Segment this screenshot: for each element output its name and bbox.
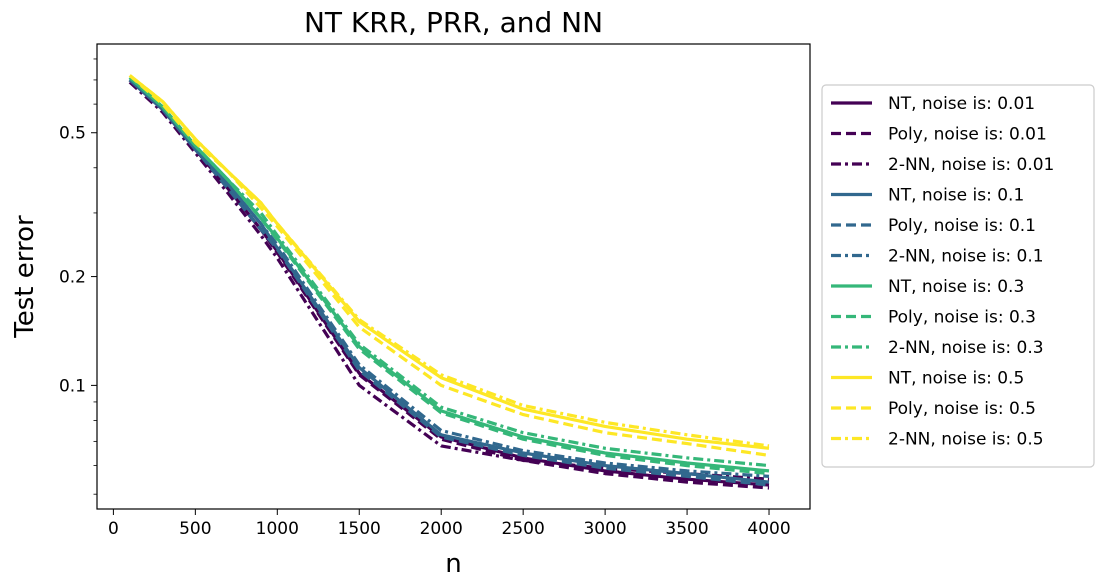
legend-label: 2-NN, noise is: 0.5	[888, 430, 1044, 450]
legend-item: NT, noise is: 0.1	[831, 186, 1024, 206]
legend-label: Poly, noise is: 0.1	[888, 216, 1036, 236]
legend-label: 2-NN, noise is: 0.1	[888, 247, 1044, 267]
series-line-7	[128, 76, 770, 473]
series-line-5	[128, 78, 770, 487]
series-line-1	[128, 78, 770, 487]
legend-item: Poly, noise is: 0.01	[831, 125, 1047, 145]
x-tick-label: 0	[108, 519, 119, 539]
series-line-8	[128, 76, 770, 476]
x-tick-label: 2000	[420, 519, 463, 539]
x-tick-label: 2500	[502, 519, 545, 539]
legend-item: Poly, noise is: 0.3	[831, 308, 1036, 328]
legend-item: Poly, noise is: 0.5	[831, 399, 1036, 419]
series-line-6	[128, 78, 770, 478]
legend-label: Poly, noise is: 0.3	[888, 308, 1036, 328]
y-tick-label: 0.1	[59, 376, 86, 396]
y-tick-label: 0.5	[59, 124, 86, 144]
legend-item: NT, noise is: 0.5	[831, 369, 1024, 389]
y-axis-label: Test error	[10, 215, 40, 339]
x-tick-label: 3500	[665, 519, 708, 539]
legend-item: Poly, noise is: 0.1	[831, 216, 1036, 236]
legend-item: 2-NN, noise is: 0.5	[831, 430, 1044, 450]
series-line-3	[128, 81, 770, 481]
legend-item: NT, noise is: 0.3	[831, 277, 1024, 297]
legend-label: NT, noise is: 0.3	[888, 277, 1024, 297]
legend-label: Poly, noise is: 0.01	[888, 125, 1047, 145]
legend-label: 2-NN, noise is: 0.01	[888, 155, 1054, 175]
series-line-12	[128, 74, 770, 448]
legend-item: NT, noise is: 0.01	[831, 94, 1035, 114]
legend-item: 2-NN, noise is: 0.3	[831, 338, 1044, 358]
y-tick-label: 0.2	[59, 268, 86, 288]
chart-title: NT KRR, PRR, and NN	[304, 6, 603, 39]
legend-label: 2-NN, noise is: 0.3	[888, 338, 1044, 358]
legend: NT, noise is: 0.01 Poly, noise is: 0.01 2-…	[821, 84, 1095, 468]
series-line-11	[128, 74, 770, 457]
legend-item: 2-NN, noise is: 0.1	[831, 247, 1044, 267]
x-tick-label: 500	[179, 519, 211, 539]
series-line-9	[128, 76, 770, 468]
x-tick-label: 4000	[747, 519, 790, 539]
series-lines	[128, 74, 770, 490]
series-line-2	[128, 78, 770, 490]
x-tick-label: 3000	[583, 519, 626, 539]
series-line-4	[128, 78, 770, 484]
x-axis-label: n	[445, 549, 461, 576]
series-line-10	[128, 74, 770, 450]
x-tick-label: 1500	[338, 519, 381, 539]
legend-label: Poly, noise is: 0.5	[888, 399, 1036, 419]
x-tick-label: 1000	[256, 519, 299, 539]
axis-ticks: 0 500 1000 1500 2000 2500 3000 3500 4000 0.1 0.2 0.…	[59, 58, 791, 539]
legend-label: NT, noise is: 0.5	[888, 369, 1024, 389]
legend-label: NT, noise is: 0.01	[888, 94, 1035, 114]
legend-label: NT, noise is: 0.1	[888, 186, 1024, 206]
legend-item: 2-NN, noise is: 0.01	[831, 155, 1054, 175]
legend-box	[821, 84, 1095, 468]
